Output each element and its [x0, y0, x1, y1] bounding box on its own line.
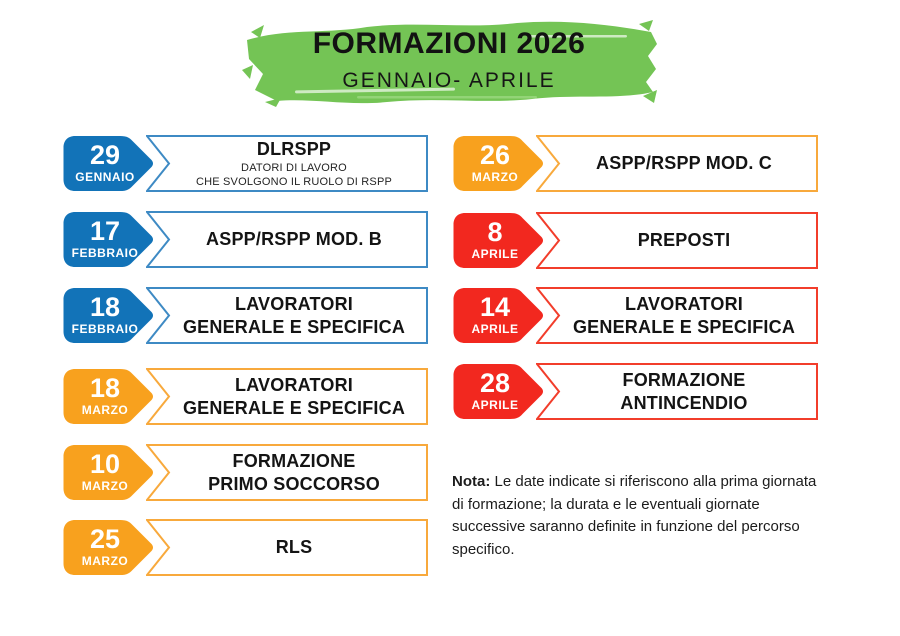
schedule-row: 28 APRILE FORMAZIONE ANTINCENDIO: [452, 363, 818, 420]
date-badge: 25 MARZO: [62, 519, 156, 576]
course-title: PREPOSTI: [637, 230, 731, 250]
footnote-label: Nota:: [452, 473, 491, 490]
arrow-tag-icon: [453, 136, 543, 191]
date-badge: 10 MARZO: [62, 444, 156, 501]
course-box: LAVORATORI GENERALE E SPECIFICA: [536, 287, 818, 344]
date-month: MARZO: [81, 479, 129, 493]
footnote: Nota: Le date indicate si riferiscono al…: [452, 471, 824, 561]
header: FORMAZIONI 2026 GENNAIO- APRILE: [237, 12, 661, 108]
banner-outline: [536, 212, 818, 269]
schedule-row: 17 FEBBRAIO ASPP/RSPP MOD. B: [62, 211, 428, 268]
course-title-line2: ANTINCENDIO: [620, 392, 748, 413]
course-title: ASPP/RSPP MOD. B: [206, 229, 382, 249]
date-day: 18: [89, 292, 121, 322]
course-title-line2: GENERALE E SPECIFICA: [182, 397, 406, 418]
course-subtitle: DATORI DI LAVORO: [241, 162, 347, 174]
banner-outline: [146, 135, 428, 192]
course-box: DLRSPP DATORI DI LAVORO CHE SVOLGONO IL …: [146, 135, 428, 192]
date-day: 25: [89, 524, 121, 554]
date-month: FEBBRAIO: [71, 322, 139, 336]
banner-outline: [536, 363, 818, 420]
schedule-row: 29 GENNAIO DLRSPP DATORI DI LAVORO CHE S…: [62, 135, 428, 192]
course-title: ASPP/RSPP MOD. C: [596, 153, 772, 173]
banner-outline: [146, 287, 428, 344]
date-day: 10: [89, 449, 121, 479]
date-day: 28: [479, 368, 511, 398]
course-title: FORMAZIONE: [232, 450, 356, 471]
schedule-row: 25 MARZO RLS: [62, 519, 428, 576]
arrow-tag-icon: [63, 520, 153, 575]
arrow-tag-icon: [453, 288, 543, 343]
course-box: ASPP/RSPP MOD. C: [536, 135, 818, 192]
course-box: LAVORATORI GENERALE E SPECIFICA: [146, 368, 428, 425]
course-title: FORMAZIONE: [622, 369, 746, 390]
banner-outline: [146, 519, 428, 576]
schedule-row: 18 FEBBRAIO LAVORATORI GENERALE E SPECIF…: [62, 287, 428, 344]
date-day: 26: [479, 140, 511, 170]
course-subtitle-line2: CHE SVOLGONO IL RUOLO DI RSPP: [195, 176, 393, 188]
arrow-tag-icon: [63, 136, 153, 191]
date-badge: 26 MARZO: [452, 135, 546, 192]
schedule-row: 18 MARZO LAVORATORI GENERALE E SPECIFICA: [62, 368, 428, 425]
date-month: APRILE: [471, 247, 519, 261]
course-box: RLS: [146, 519, 428, 576]
page-subtitle: GENNAIO- APRILE: [342, 69, 556, 92]
schedule-row: 10 MARZO FORMAZIONE PRIMO SOCCORSO: [62, 444, 428, 501]
schedule-row: 26 MARZO ASPP/RSPP MOD. C: [452, 135, 818, 192]
brush-stroke-graphic: [242, 20, 657, 107]
course-title: LAVORATORI: [235, 374, 353, 395]
date-badge: 8 APRILE: [452, 212, 546, 269]
banner-outline: [536, 287, 818, 344]
course-box: ASPP/RSPP MOD. B: [146, 211, 428, 268]
banner-outline: [536, 135, 818, 192]
arrow-tag-icon: [453, 364, 543, 419]
schedule-row: 8 APRILE PREPOSTI: [452, 212, 818, 269]
banner-outline: [146, 211, 428, 268]
course-title: RLS: [275, 537, 313, 557]
date-day: 18: [89, 373, 121, 403]
course-box: FORMAZIONE ANTINCENDIO: [536, 363, 818, 420]
page-title: FORMAZIONI 2026: [312, 27, 586, 60]
arrow-tag-icon: [453, 213, 543, 268]
course-title: LAVORATORI: [625, 293, 743, 314]
course-title-line2: GENERALE E SPECIFICA: [572, 316, 796, 337]
course-box: LAVORATORI GENERALE E SPECIFICA: [146, 287, 428, 344]
date-day: 14: [479, 292, 511, 322]
course-title: LAVORATORI: [235, 293, 353, 314]
date-month: APRILE: [471, 398, 519, 412]
date-badge: 18 MARZO: [62, 368, 156, 425]
banner-outline: [146, 368, 428, 425]
footnote-text: Le date indicate si riferiscono alla pri…: [452, 473, 817, 558]
course-title-line2: GENERALE E SPECIFICA: [182, 316, 406, 337]
date-badge: 18 FEBBRAIO: [62, 287, 156, 344]
date-month: APRILE: [471, 322, 519, 336]
date-month: MARZO: [471, 170, 519, 184]
date-month: FEBBRAIO: [71, 246, 139, 260]
course-title-line2: PRIMO SOCCORSO: [208, 473, 380, 494]
date-badge: 17 FEBBRAIO: [62, 211, 156, 268]
date-day: 8: [487, 217, 503, 247]
arrow-tag-icon: [63, 288, 153, 343]
date-day: 29: [89, 140, 121, 170]
date-month: GENNAIO: [75, 170, 135, 184]
date-day: 17: [89, 216, 121, 246]
date-month: MARZO: [81, 403, 129, 417]
course-box: FORMAZIONE PRIMO SOCCORSO: [146, 444, 428, 501]
date-badge: 14 APRILE: [452, 287, 546, 344]
course-title: DLRSPP: [256, 139, 332, 159]
arrow-tag-icon: [63, 212, 153, 267]
arrow-tag-icon: [63, 369, 153, 424]
schedule-row: 14 APRILE LAVORATORI GENERALE E SPECIFIC…: [452, 287, 818, 344]
date-badge: 28 APRILE: [452, 363, 546, 420]
banner-outline: [146, 444, 428, 501]
course-box: PREPOSTI: [536, 212, 818, 269]
arrow-tag-icon: [63, 445, 153, 500]
date-badge: 29 GENNAIO: [62, 135, 156, 192]
date-month: MARZO: [81, 554, 129, 568]
